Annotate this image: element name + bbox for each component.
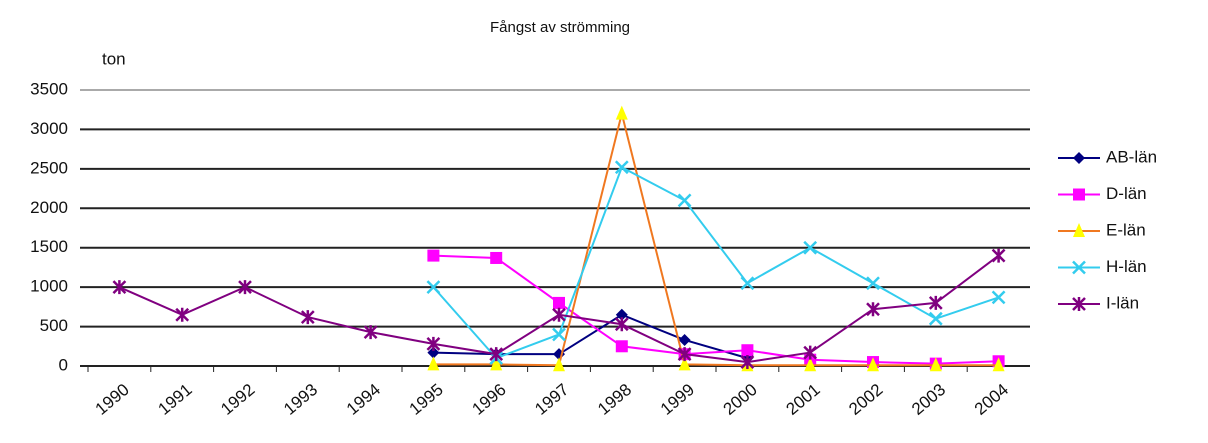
point [427,356,440,371]
x-tick-label: 1990 [92,380,133,419]
x-tick-label: 1997 [531,380,572,419]
point [929,357,942,372]
legend-marker [1073,152,1085,164]
point [614,160,629,175]
point [112,280,127,295]
series-line [433,313,748,360]
point [552,327,566,342]
x-tick-label: 2002 [845,380,886,419]
legend-label: E-län [1106,220,1146,239]
x-tick-label: 2001 [782,380,823,419]
x-tick-label: 2003 [908,380,949,419]
point [427,346,440,359]
y-tick-label: 3000 [30,119,68,138]
x-tick-label: 2004 [971,380,1012,419]
point [490,251,503,264]
series-line [433,113,999,367]
point [553,296,565,309]
legend-marker [1072,297,1086,311]
legend-marker [1072,260,1086,275]
y-tick-label: 0 [59,355,68,374]
point [363,325,378,340]
point [992,357,1005,372]
point [678,356,691,371]
x-tick-label: 1991 [154,380,195,419]
point [804,357,817,372]
point [866,276,880,291]
x-tick-label: 1994 [343,380,384,419]
point [490,356,503,371]
point [426,280,441,295]
y-tick-label: 3500 [30,79,68,98]
legend-label: D-län [1106,184,1147,203]
series-line [432,165,999,360]
point [427,249,440,262]
point [614,317,629,332]
point [553,357,565,372]
point [991,248,1006,263]
point [552,307,566,322]
y-tick-label: 2000 [30,198,68,217]
point [615,340,628,353]
point [867,357,879,372]
point [928,295,943,310]
x-tick-label: 1996 [468,380,509,419]
series-line [433,254,999,365]
y-axis-label: ton [102,49,126,68]
legend-marker [1073,188,1085,201]
x-tick-label: 1992 [217,380,258,419]
point [803,240,818,255]
point [615,308,628,321]
point [740,355,755,370]
y-tick-label: 1000 [30,277,68,296]
point [238,280,252,295]
x-tick-label: 1998 [594,380,635,419]
point [677,193,692,208]
point [175,307,190,322]
x-tick-label: 2000 [720,380,761,419]
point [803,345,818,360]
legend-label: H-län [1106,257,1147,276]
y-tick-label: 2500 [30,158,68,177]
x-tick-label: 1993 [280,380,321,419]
x-tick-label: 1995 [406,380,447,419]
legend-marker [1073,223,1085,237]
x-tick-label: 1999 [657,380,698,419]
point [615,105,628,120]
point [677,347,692,362]
chart-title: Fångst av strömming [490,19,630,36]
point [991,290,1006,305]
point [489,347,504,362]
point [740,276,755,291]
point [928,311,943,326]
point [678,333,691,346]
point [866,302,880,317]
legend-label: I-län [1106,293,1139,312]
point [426,336,441,351]
point [300,310,315,325]
legend-label: AB-län [1106,147,1157,166]
y-tick-label: 500 [40,316,68,335]
point [741,344,754,357]
y-tick-label: 1500 [30,237,68,256]
